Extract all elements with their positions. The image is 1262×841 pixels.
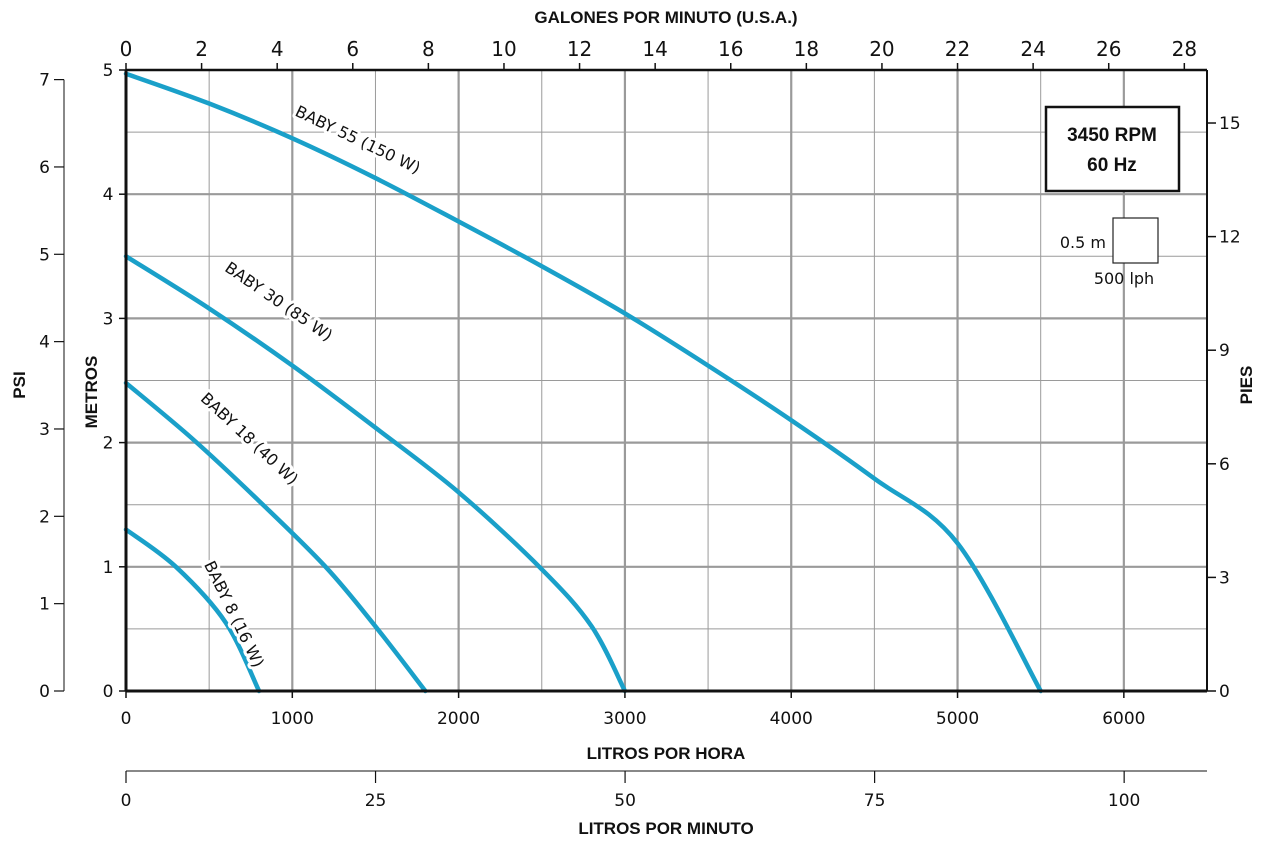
top-tick-label: 14 (642, 37, 667, 61)
series-label-4: BABY 8 (16 W) (200, 558, 268, 671)
y-tick-label: 4 (103, 185, 114, 205)
x-tick-label: 0 (121, 709, 132, 729)
x-tick-label: 3000 (603, 709, 646, 729)
x-tick-label: 5000 (936, 709, 979, 729)
series-label-1: BABY 55 (150 W) (292, 102, 423, 178)
lpm-tick-label: 0 (121, 791, 132, 811)
pies-axis-title: PIES (1237, 366, 1256, 405)
x-tick-label: 1000 (271, 709, 314, 729)
lpm-tick-label: 25 (365, 791, 387, 811)
top-tick-label: 0 (120, 37, 133, 61)
top-tick-label: 26 (1096, 37, 1121, 61)
y-tick-label: 0 (103, 682, 114, 702)
pies-tick-label: 3 (1219, 568, 1230, 588)
rpm-label: 3450 RPM (1067, 125, 1157, 146)
series-label-3: BABY 18 (40 W) (197, 389, 302, 489)
psi-tick-label: 1 (39, 595, 50, 615)
lpm-tick-label: 50 (614, 791, 636, 811)
top-tick-label: 12 (567, 37, 592, 61)
top-tick-label: 6 (346, 37, 359, 61)
psi-tick-label: 5 (39, 245, 50, 265)
y-tick-label: 5 (103, 61, 114, 81)
curves (123, 71, 1043, 694)
series-line-2 (123, 254, 628, 694)
top-tick-label: 28 (1172, 37, 1197, 61)
x-tick-label: 2000 (437, 709, 480, 729)
pies-tick-label: 0 (1219, 682, 1230, 702)
top-tick-label: 24 (1020, 37, 1045, 61)
psi-tick-label: 3 (39, 420, 50, 440)
series-label-2: BABY 30 (85 W) (221, 258, 336, 345)
lpm-tick-label: 75 (864, 791, 886, 811)
y-tick-label: 1 (103, 558, 114, 578)
plot-frame (124, 68, 1208, 693)
psi-tick-label: 6 (39, 158, 50, 178)
psi-axis-title: PSI (10, 371, 29, 398)
y-tick-label: 3 (103, 309, 114, 329)
pies-tick-label: 6 (1219, 455, 1230, 475)
psi-tick-label: 7 (39, 71, 50, 91)
psi-tick-label: 4 (39, 333, 50, 353)
lpm-tick-label: 100 (1108, 791, 1140, 811)
series-line-3 (123, 380, 428, 694)
scale-legend: 0.5 m 500 lph (1060, 217, 1159, 288)
scale-height-label: 0.5 m (1060, 233, 1106, 252)
top-axis-title: GALONES POR MINUTO (U.S.A.) (534, 8, 797, 27)
top-tick-label: 22 (945, 37, 970, 61)
bottom-axis-title: LITROS POR HORA (587, 744, 746, 763)
x-tick-label: 6000 (1102, 709, 1145, 729)
psi-tick-label: 0 (39, 682, 50, 702)
pies-tick-label: 9 (1219, 341, 1230, 361)
top-tick-label: 20 (869, 37, 894, 61)
top-tick-label: 16 (718, 37, 743, 61)
pies-tick-label: 15 (1219, 114, 1241, 134)
top-tick-label: 10 (491, 37, 516, 61)
psi-tick-label: 2 (39, 507, 50, 527)
top-tick-label: 2 (195, 37, 208, 61)
y-tick-label: 2 (103, 434, 114, 454)
series-line-1 (123, 71, 1043, 694)
top-tick-label: 4 (271, 37, 284, 61)
metros-axis-title: METROS (82, 356, 101, 429)
x-tick-label: 4000 (770, 709, 813, 729)
top-tick-label: 8 (422, 37, 435, 61)
top-tick-label: 18 (794, 37, 819, 61)
series-line-4 (123, 527, 262, 694)
pies-tick-label: 12 (1219, 228, 1241, 248)
lpm-axis-title: LITROS POR MINUTO (578, 819, 753, 838)
rpm-box: 3450 RPM 60 Hz (1044, 105, 1181, 193)
hz-label: 60 Hz (1087, 155, 1137, 176)
scale-width-label: 500 lph (1094, 269, 1154, 288)
